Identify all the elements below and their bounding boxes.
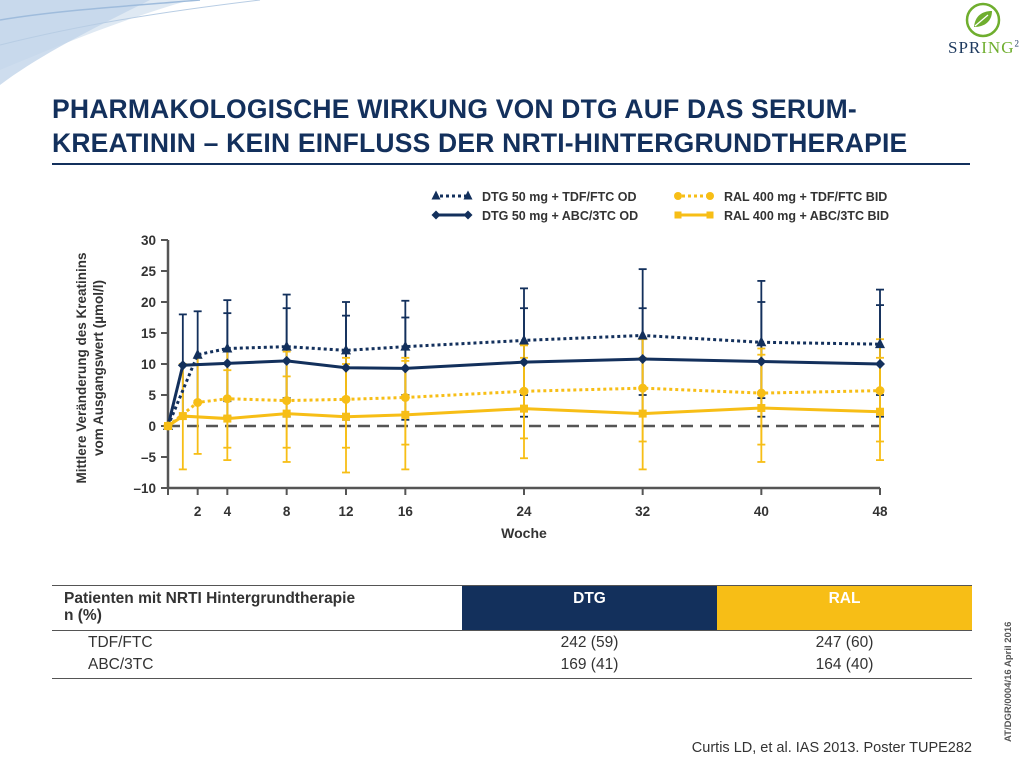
data-point	[341, 362, 351, 373]
y-axis-title: Mittlere Veränderung des Kreatinins vom A…	[60, 248, 120, 488]
data-point	[281, 355, 292, 366]
table-row-label: TDF/FTC	[88, 634, 153, 651]
legend-label: RAL 400 mg + ABC/3TC BID	[724, 209, 889, 223]
data-point	[875, 359, 885, 369]
legend-marker	[431, 210, 441, 220]
x-tick-label: 8	[283, 504, 291, 519]
page-title: PHARMAKOLOGISCHE WIRKUNG VON DTG AUF DAS…	[52, 92, 1012, 160]
data-point	[875, 386, 885, 396]
data-point	[757, 404, 766, 413]
table-cell-dtg: 242 (59)	[560, 634, 619, 651]
series-line	[167, 406, 881, 428]
x-tick-label: 48	[872, 504, 888, 519]
legend-marker	[463, 210, 473, 220]
leaf-icon	[965, 2, 1001, 38]
data-point	[756, 336, 767, 347]
data-point	[281, 340, 292, 351]
y-tick-label: –5	[141, 450, 157, 465]
table-header-label: Patienten mit NRTI Hintergrundtherapie n …	[52, 585, 462, 631]
y-axis-title-line-1: Mittlere Veränderung des Kreatinins	[74, 252, 89, 484]
x-tick-label: 12	[338, 504, 353, 519]
data-point	[193, 397, 203, 407]
legend-marker	[463, 190, 473, 200]
y-tick-label: 5	[148, 388, 156, 403]
data-point	[341, 344, 351, 355]
data-point	[222, 358, 233, 369]
series-line	[166, 333, 881, 427]
title-line-2: KREATININ – KEIN EINFLUSS DER NRTI-HINTE…	[52, 128, 908, 158]
data-point	[400, 340, 411, 351]
data-point	[164, 422, 172, 430]
data-point	[876, 407, 884, 416]
legend-marker	[431, 190, 441, 200]
data-point	[400, 392, 410, 402]
citation: Curtis LD, et al. IAS 2013. Poster TUPE2…	[691, 740, 972, 756]
data-point	[519, 334, 529, 345]
data-point	[282, 409, 291, 418]
table-header-row: Patienten mit NRTI Hintergrundtherapie n …	[52, 585, 972, 631]
data-point	[223, 414, 232, 423]
data-point	[519, 357, 529, 368]
y-tick-label: 30	[141, 233, 156, 248]
y-axis-title-line-2: vom Ausgangswert (µmol/l)	[91, 279, 106, 457]
table-cell-dtg: 169 (41)	[462, 653, 717, 679]
data-point	[756, 356, 767, 367]
table-row: TDF/FTC 242 (59) 247 (60)	[52, 631, 972, 654]
x-axis-title: Woche	[501, 525, 547, 541]
x-tick-label: 24	[516, 504, 532, 519]
legend-label: RAL 400 mg + TDF/FTC BID	[724, 190, 887, 204]
data-point	[342, 412, 350, 421]
header-swoosh-decoration	[0, 0, 261, 85]
legend-marker	[706, 192, 714, 200]
data-point	[756, 388, 766, 398]
document-code: AT/DGR/0004/16 April 2016	[1003, 621, 1014, 742]
data-point	[875, 338, 885, 349]
data-point	[282, 396, 292, 406]
data-point	[192, 348, 203, 359]
x-tick-label: 4	[224, 504, 232, 519]
table-row-label: ABC/3TC	[52, 653, 462, 679]
y-tick-label: 0	[148, 419, 156, 434]
legend-marker	[674, 192, 682, 200]
table-cell-ral: 247 (60)	[815, 634, 874, 651]
data-point	[637, 354, 648, 365]
legend-marker	[706, 211, 714, 219]
data-point	[222, 394, 232, 404]
nrti-background-table: Patienten mit NRTI Hintergrundtherapie n …	[52, 585, 972, 679]
x-tick-label: 16	[398, 504, 414, 519]
table-header-ral: RAL	[717, 585, 972, 631]
series-line	[167, 386, 881, 428]
x-tick-label: 32	[635, 504, 650, 519]
data-point	[638, 409, 647, 418]
data-point	[341, 394, 351, 404]
y-tick-label: 25	[141, 264, 157, 279]
spring2-logo: SPRING2	[948, 2, 1020, 66]
table-header-dtg: DTG	[462, 585, 717, 631]
legend-label: DTG 50 mg + ABC/3TC OD	[482, 209, 638, 223]
table-row: ABC/3TC 169 (41) 164 (40)	[52, 653, 972, 679]
series-line	[166, 357, 881, 427]
y-tick-label: 15	[141, 326, 157, 341]
legend-label: DTG 50 mg + TDF/FTC OD	[482, 190, 637, 204]
data-point	[637, 329, 648, 340]
y-tick-label: 20	[141, 295, 156, 310]
legend-marker	[674, 211, 682, 219]
title-underline	[52, 163, 970, 165]
data-point	[177, 360, 188, 371]
y-tick-label: 10	[141, 357, 156, 372]
data-point	[222, 342, 233, 353]
x-tick-label: 2	[194, 504, 202, 519]
data-point	[178, 412, 187, 421]
y-tick-label: –10	[133, 481, 156, 496]
data-point	[520, 404, 528, 413]
data-point	[401, 410, 410, 419]
data-point	[638, 383, 648, 393]
data-point	[400, 363, 411, 374]
data-point	[519, 386, 529, 396]
logo-text: SPRING2	[948, 38, 1020, 57]
table-cell-ral: 164 (40)	[717, 653, 972, 679]
x-tick-label: 40	[754, 504, 769, 519]
title-line-1: PHARMAKOLOGISCHE WIRKUNG VON DTG AUF DAS…	[52, 94, 857, 124]
